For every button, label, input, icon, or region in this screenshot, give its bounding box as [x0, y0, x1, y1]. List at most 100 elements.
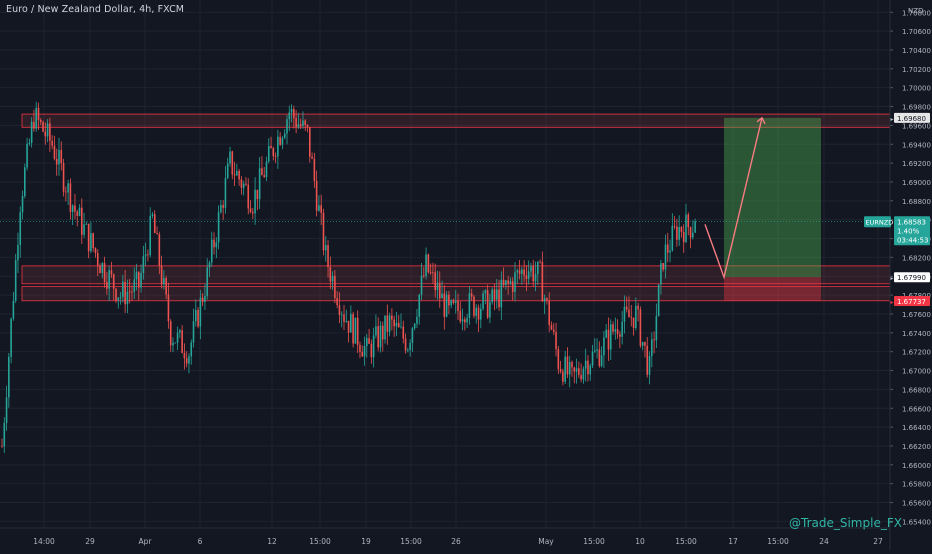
candle-body — [311, 156, 313, 159]
candle-body — [163, 278, 165, 285]
candle-body — [252, 212, 254, 214]
candle-body — [436, 282, 439, 291]
candle-body — [457, 300, 459, 312]
candle-body — [12, 300, 15, 319]
candle-body — [324, 245, 327, 251]
x-tick-label: 29 — [85, 537, 95, 546]
candle-body — [167, 294, 170, 322]
candle-body — [603, 337, 605, 356]
x-tick-label: 15:00 — [309, 537, 331, 546]
candle-body — [33, 121, 35, 129]
y-tick-label: 1.70400 — [902, 47, 931, 55]
candle-body — [286, 119, 288, 134]
candle-body — [267, 146, 270, 162]
candle-body — [274, 156, 277, 157]
candle-body — [352, 314, 354, 344]
candle-body — [128, 291, 131, 293]
candle-body — [201, 297, 204, 302]
y-tick-label: 1.67200 — [902, 349, 931, 357]
candle-body — [429, 272, 432, 273]
candle-body — [179, 330, 181, 333]
projection-path[interactable] — [704, 116, 766, 280]
long-position-tool[interactable] — [724, 117, 821, 302]
candle-body — [388, 315, 391, 332]
candle-body — [521, 269, 523, 274]
y-tick-label: 1.67400 — [902, 330, 931, 338]
candle-body — [589, 365, 592, 375]
candle-body — [660, 263, 662, 285]
candle-body — [350, 314, 352, 333]
candle-body — [598, 349, 601, 366]
candle-body — [222, 205, 224, 208]
candle-body — [283, 133, 286, 138]
candle-body — [199, 297, 202, 327]
candle-body — [379, 325, 382, 348]
candle-body — [256, 189, 259, 200]
candle-body — [37, 107, 40, 120]
candle-body — [680, 227, 683, 233]
bar-countdown: 03:44:53 — [897, 236, 928, 244]
candle-body — [277, 136, 279, 157]
x-tick-label: May — [538, 537, 554, 546]
candle-body — [338, 305, 341, 315]
candle-body — [293, 109, 295, 119]
candle-body — [630, 317, 633, 319]
candle-body — [144, 254, 147, 257]
candle-body — [682, 232, 685, 243]
x-tick-label: 17 — [728, 537, 738, 546]
candle-body — [434, 272, 436, 291]
candle-body — [375, 326, 377, 336]
candle-body — [224, 178, 227, 208]
candle-body — [318, 205, 320, 211]
candle-body — [356, 317, 359, 345]
candle-body — [58, 149, 60, 165]
candle-body — [628, 309, 630, 318]
candle-body — [99, 265, 101, 274]
candle-body — [133, 279, 136, 292]
candle-body — [35, 107, 37, 129]
candle-body — [466, 317, 468, 323]
candle-body — [124, 281, 126, 305]
candle-body — [657, 284, 660, 317]
candle-body — [575, 368, 578, 372]
candle-body — [210, 239, 213, 263]
candle-body — [493, 289, 496, 300]
candle-body — [347, 320, 350, 333]
candle-body — [368, 338, 370, 344]
candle-body — [112, 274, 115, 289]
candle-body — [420, 275, 423, 295]
candle-body — [188, 356, 190, 364]
candle-body — [14, 260, 17, 301]
candle-body — [206, 267, 208, 296]
candle-body — [147, 254, 149, 256]
candle-body — [28, 142, 31, 144]
candle-body — [87, 223, 90, 252]
candle-body — [49, 123, 51, 141]
candle-body — [582, 368, 585, 380]
candle-body — [1, 445, 3, 447]
candle-body — [666, 244, 669, 253]
candle-body — [242, 183, 245, 188]
candle-body — [616, 329, 619, 335]
candle-body — [131, 291, 133, 293]
symbol-badge — [864, 216, 891, 228]
y-tick-label: 1.70600 — [902, 28, 931, 36]
candle-body — [110, 270, 113, 275]
candle-body — [571, 362, 573, 368]
candle-body — [461, 319, 464, 322]
candle-body — [552, 329, 555, 332]
candle-body — [169, 321, 172, 346]
candle-body — [231, 151, 234, 175]
last-price-value: 1.68583 — [897, 218, 926, 226]
candle-body — [470, 293, 473, 297]
candle-body — [60, 149, 63, 164]
candle-body — [247, 184, 250, 209]
candle-body — [459, 311, 462, 322]
candle-body — [343, 314, 345, 322]
candle-body — [359, 344, 361, 352]
candle-body — [76, 211, 79, 216]
candle-body — [564, 356, 566, 382]
